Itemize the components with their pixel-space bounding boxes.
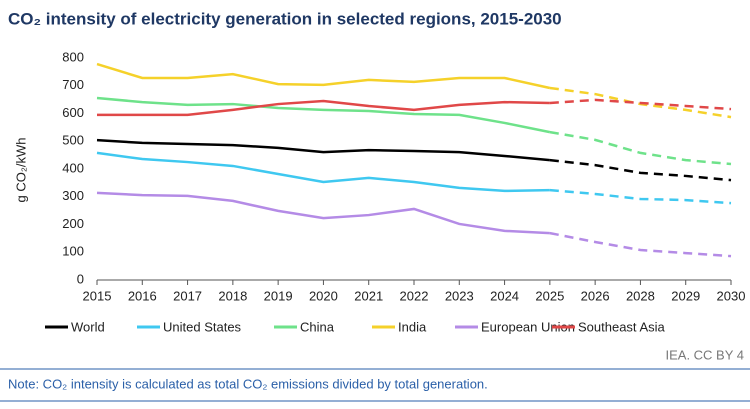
x-tick-label: 2018 [218, 288, 247, 303]
y-tick-label: 800 [62, 49, 84, 64]
x-tick-label: 2020 [309, 288, 338, 303]
legend-label: United States [163, 319, 242, 334]
y-tick-label: 700 [62, 77, 84, 92]
source: IEA. CC BY 4 [665, 347, 744, 362]
chart-title: CO₂ intensity of electricity generation … [8, 9, 562, 28]
x-tick-label: 2030 [717, 288, 746, 303]
legend-label: World [71, 319, 105, 334]
x-tick-label: 2019 [264, 288, 293, 303]
line-projection [549, 130, 732, 166]
line [96, 138, 550, 162]
line-projection [549, 231, 732, 258]
line-projection [549, 98, 732, 111]
y-tick-label: 400 [62, 160, 84, 175]
legend-label: China [300, 319, 335, 334]
y-tick-label: 500 [62, 133, 84, 148]
legend-label: India [398, 319, 427, 334]
y-tick-label: 0 [77, 271, 84, 286]
y-tick-label: 100 [62, 244, 84, 259]
x-tick-label: 2017 [173, 288, 202, 303]
line [96, 151, 550, 193]
x-tick-label: 2021 [354, 288, 383, 303]
line-projection [549, 188, 732, 205]
y-tick-label: 300 [62, 188, 84, 203]
x-tick-label: 2016 [128, 288, 157, 303]
x-tick-label: 2029 [671, 288, 700, 303]
y-tick-label: 600 [62, 105, 84, 120]
x-tick-label: 2023 [445, 288, 474, 303]
x-tick-label: 2028 [626, 288, 655, 303]
note: Note: CO₂ intensity is calculated as tot… [8, 376, 488, 391]
x-tick-label: 2015 [83, 288, 112, 303]
line [96, 62, 551, 90]
y-axis-label: g CO₂/kWh [13, 138, 28, 203]
line-projection [549, 158, 732, 182]
line [97, 99, 550, 117]
line [96, 96, 551, 134]
legend-label: European Union [481, 319, 575, 334]
x-tick-label: 2026 [581, 288, 610, 303]
x-tick-label: 2025 [535, 288, 564, 303]
legend-label: Southeast Asia [578, 319, 665, 334]
x-tick-label: 2022 [400, 288, 429, 303]
y-tick-label: 200 [62, 216, 84, 231]
x-tick-label: 2024 [490, 288, 519, 303]
line [96, 191, 550, 235]
